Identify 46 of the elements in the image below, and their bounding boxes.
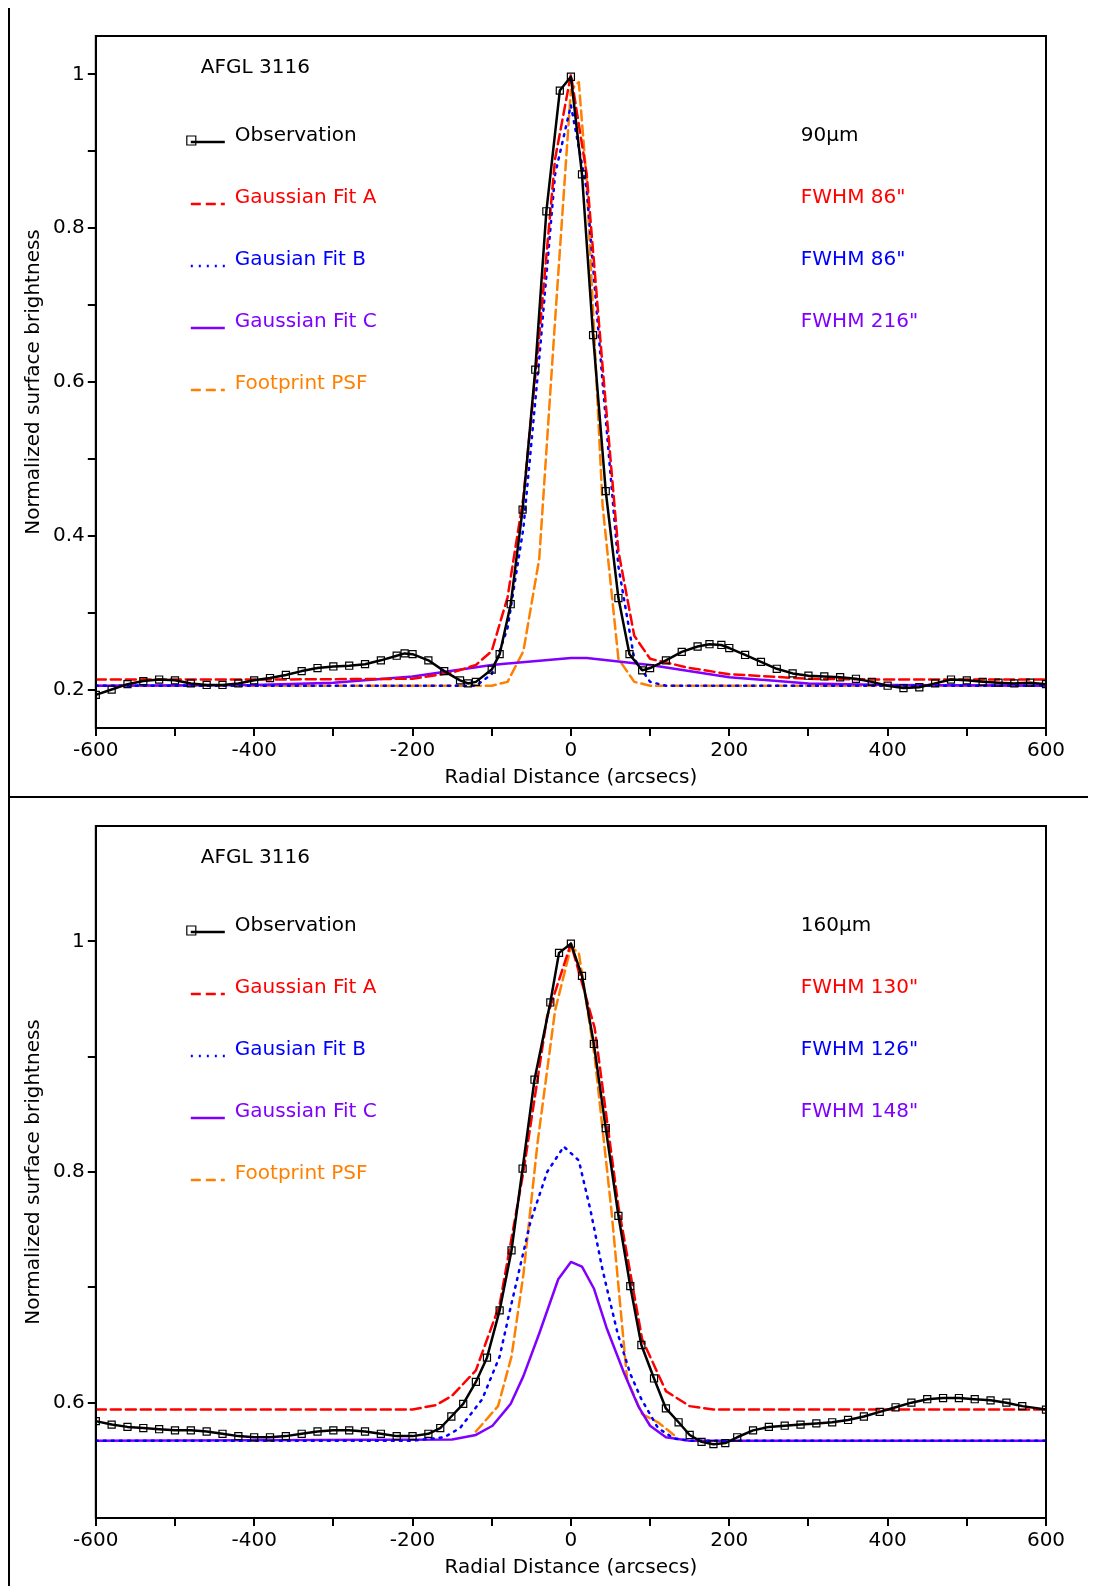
y-tick-label: 0.2 (52, 675, 85, 700)
x-tick-label: -200 (389, 1527, 436, 1552)
annotation: 90μm (800, 122, 859, 147)
legend-label: Gaussian Fit C (234, 308, 377, 333)
x-tick-label: 200 (710, 737, 749, 762)
legend-label: Gaussian Fit A (234, 974, 377, 999)
annotation: AFGL 3116 (200, 54, 310, 79)
legend-label: Observation (234, 912, 357, 937)
x-tick-label: -600 (73, 737, 119, 762)
annotation: 160μm (800, 912, 872, 937)
legend-label: Gausian Fit B (234, 246, 367, 271)
x-tick-label: 600 (1026, 1527, 1066, 1552)
x-tick-label: -600 (73, 1527, 119, 1552)
legend-label: Gaussian Fit C (234, 1098, 377, 1123)
x-tick-label: 400 (868, 737, 907, 762)
annotation: FWHM 148" (800, 1098, 919, 1123)
x-axis-title: Radial Distance (arcsecs) (444, 764, 698, 789)
x-tick-label: 200 (710, 1527, 749, 1552)
annotation: FWHM 130" (800, 974, 919, 999)
legend-label: Observation (234, 122, 357, 147)
x-tick-label: 0 (564, 737, 578, 762)
y-tick-label: 0.4 (52, 521, 85, 546)
y-tick-label: 1 (72, 60, 85, 85)
annotation: AFGL 3116 (200, 844, 310, 869)
legend-label: Gaussian Fit A (234, 184, 377, 209)
x-tick-label: 600 (1026, 737, 1066, 762)
x-tick-label: -400 (231, 1527, 277, 1552)
legend-label: Gausian Fit B (234, 1036, 367, 1061)
y-axis-title: Normalized surface brightness (20, 1019, 45, 1325)
legend-label: Footprint PSF (234, 370, 368, 395)
x-axis-title: Radial Distance (arcsecs) (444, 1554, 698, 1579)
y-tick-label: 1 (72, 927, 85, 952)
y-tick-label: 0.6 (52, 368, 85, 393)
x-tick-label: 0 (564, 1527, 578, 1552)
x-tick-label: -400 (231, 737, 277, 762)
y-tick-label: 0.8 (52, 214, 85, 239)
y-axis-title: Normalized surface brightness (20, 229, 45, 535)
annotation: FWHM 86" (800, 184, 906, 209)
y-tick-label: 0.8 (52, 1158, 85, 1183)
x-tick-label: -200 (389, 737, 436, 762)
x-tick-label: 400 (868, 1527, 907, 1552)
annotation: FWHM 126" (800, 1036, 919, 1061)
annotation: FWHM 216" (800, 308, 919, 333)
y-tick-label: 0.6 (52, 1388, 85, 1413)
annotation: FWHM 86" (800, 246, 906, 271)
legend-label: Footprint PSF (234, 1160, 368, 1185)
